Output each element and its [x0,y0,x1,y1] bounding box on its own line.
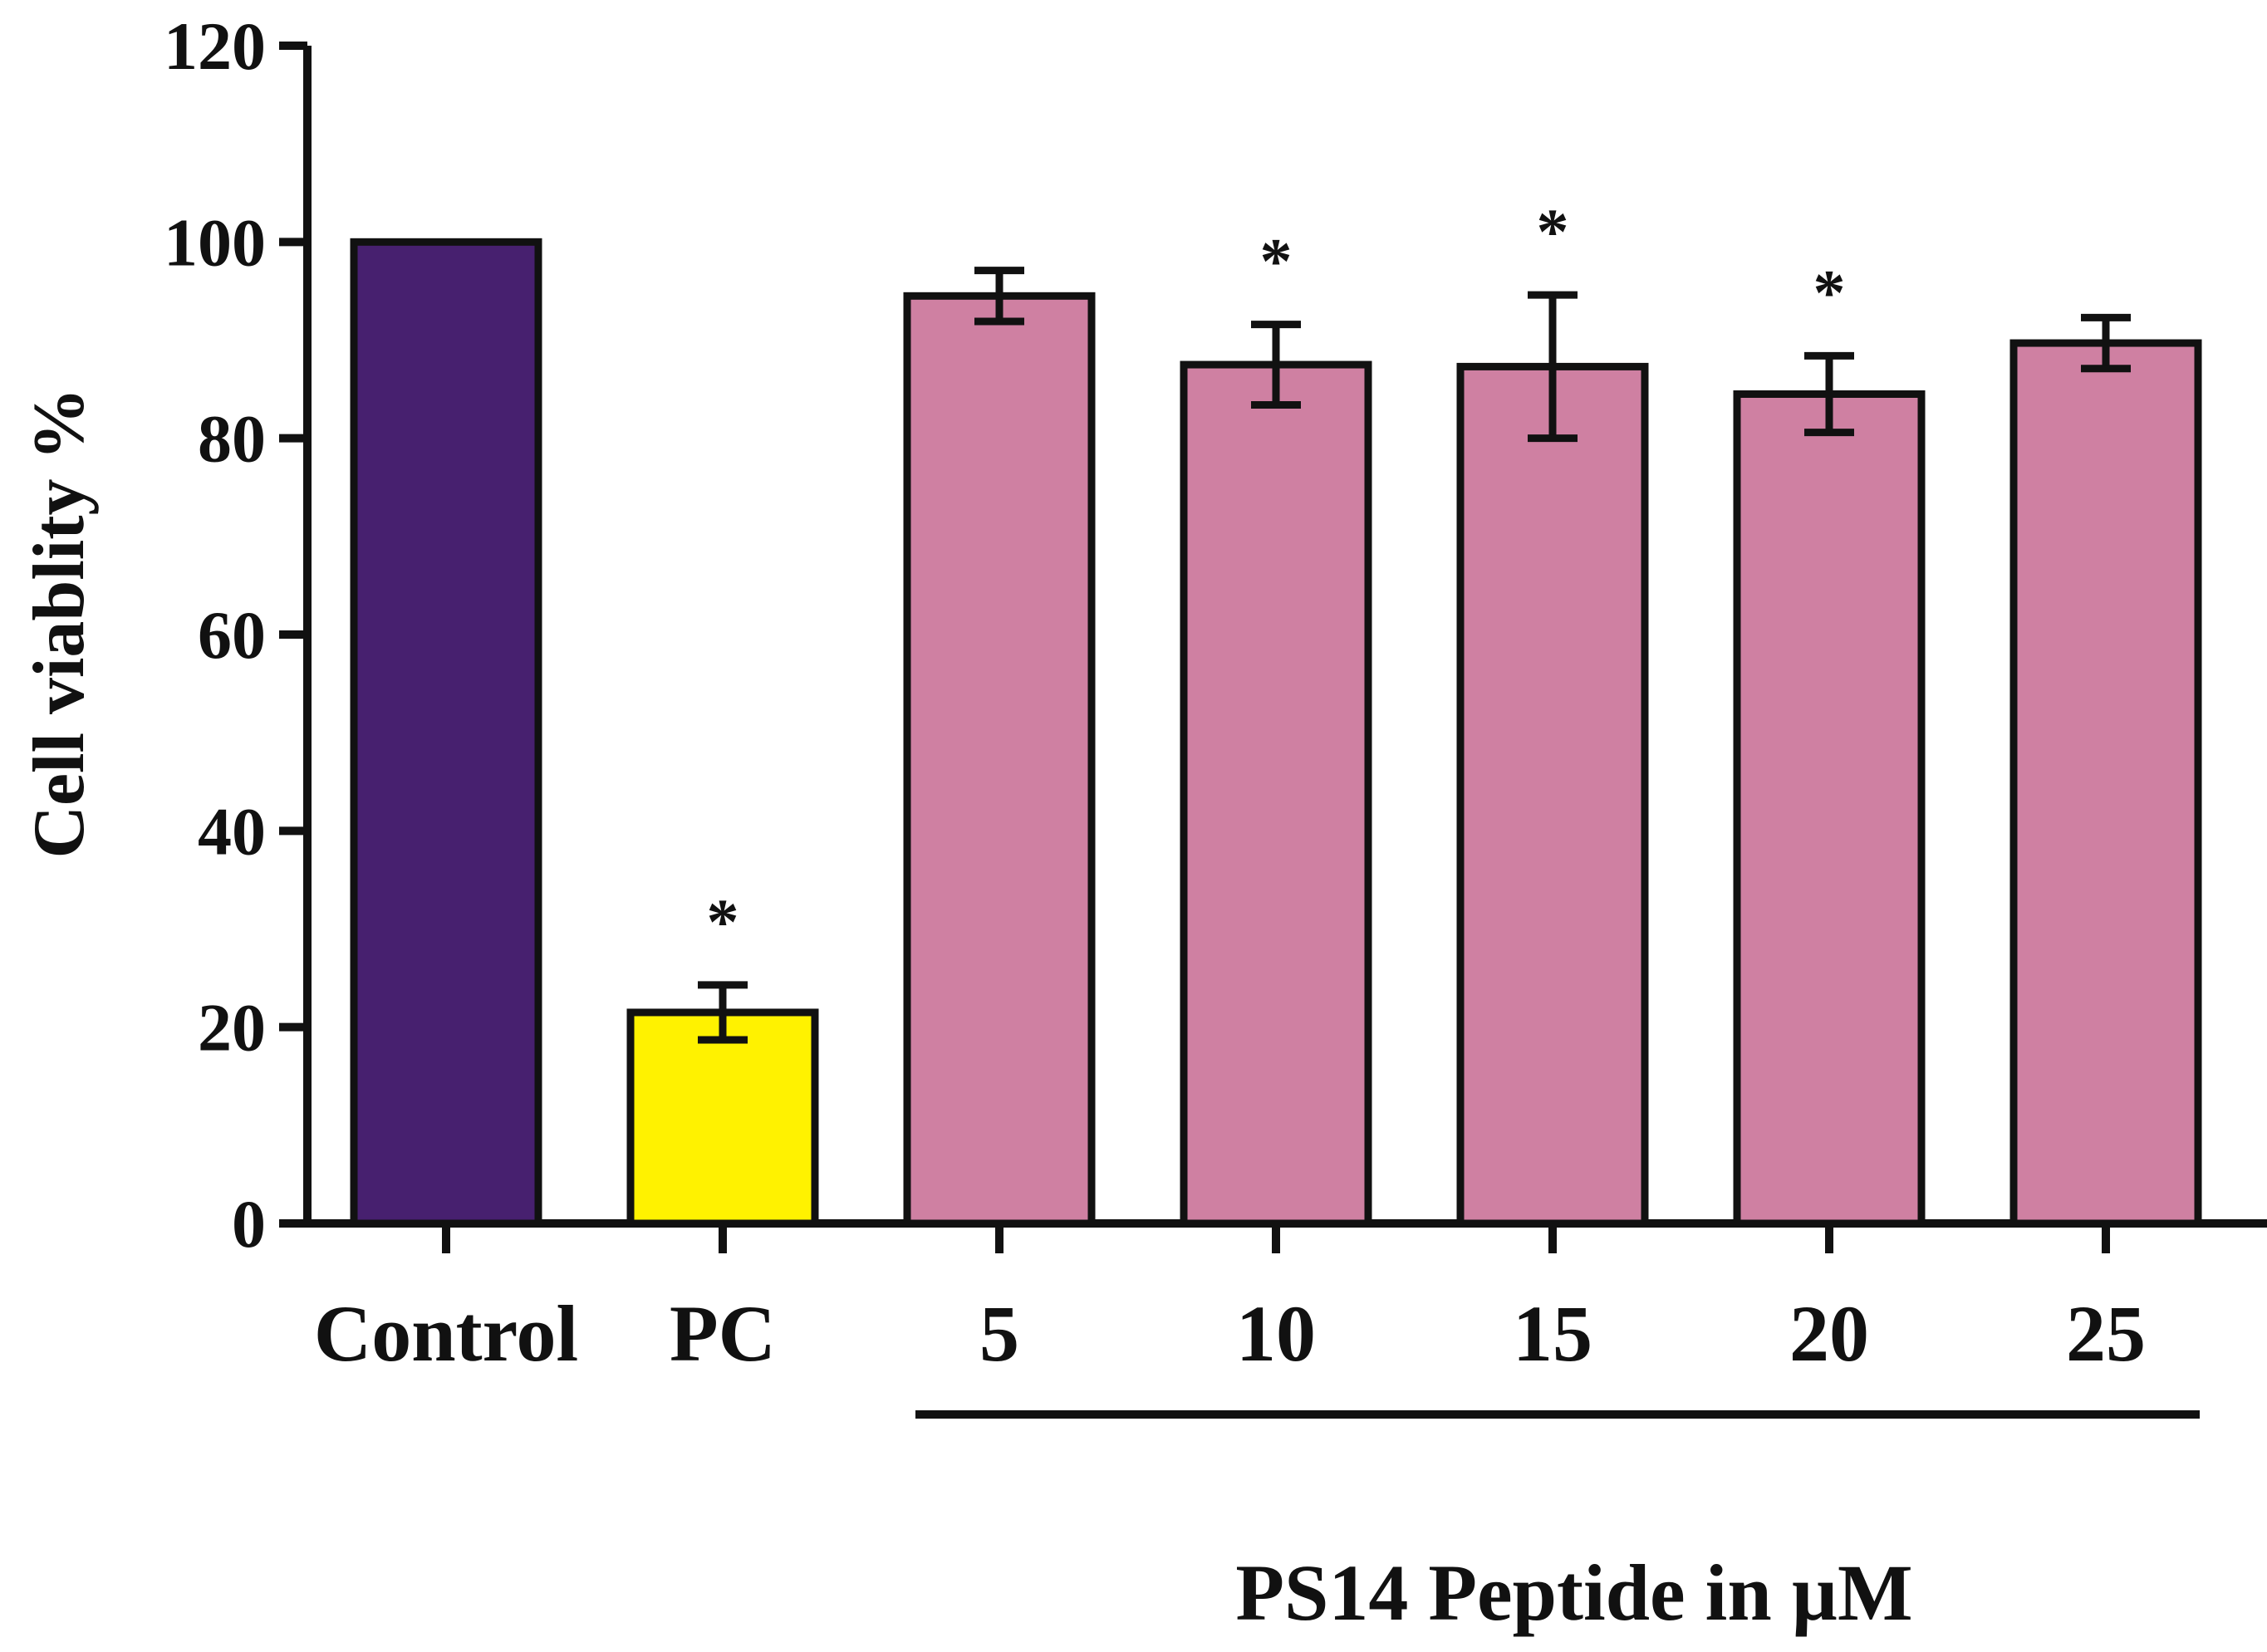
x-tick-label: 15 [1513,1289,1592,1378]
bar-control [350,238,542,1228]
bar-10 [1180,360,1372,1228]
x-tick-label: 10 [1236,1289,1316,1378]
y-tick-label: 0 [232,1186,266,1262]
significance-marker: * [1813,256,1846,328]
bars [350,238,2202,1228]
labels: Control PC * 5 10 * 15 * 20 * 25 [314,195,2146,1378]
y-tick-label: 80 [198,401,266,477]
bar-pc [626,1008,819,1228]
x-tick-label: Control [314,1289,578,1378]
bar-15 [1456,362,1649,1228]
y-axis-title: Cell viablity % [19,387,100,858]
x-tick-label: PC [670,1289,776,1378]
group-label: PS14 Peptide in µM [1235,1548,1912,1637]
y-tick-label: 120 [164,8,266,84]
x-tick-label: 20 [1789,1289,1869,1378]
significance-marker: * [1260,225,1293,297]
error-bars [698,267,2131,1044]
x-tick-label: 5 [979,1289,1019,1378]
x-tick-label: 25 [2066,1289,2146,1378]
y-tick-label: 20 [198,990,266,1066]
bar-25 [2009,339,2202,1228]
axes: 0 20 40 60 80 100 120 [164,8,2267,1262]
bar-20 [1733,390,1926,1228]
y-tick-label: 100 [164,204,266,280]
significance-marker: * [1537,195,1569,267]
significance-marker: * [707,885,739,958]
bar-5 [903,292,1096,1228]
y-tick-label: 40 [198,793,266,869]
y-tick-label: 60 [198,597,266,673]
